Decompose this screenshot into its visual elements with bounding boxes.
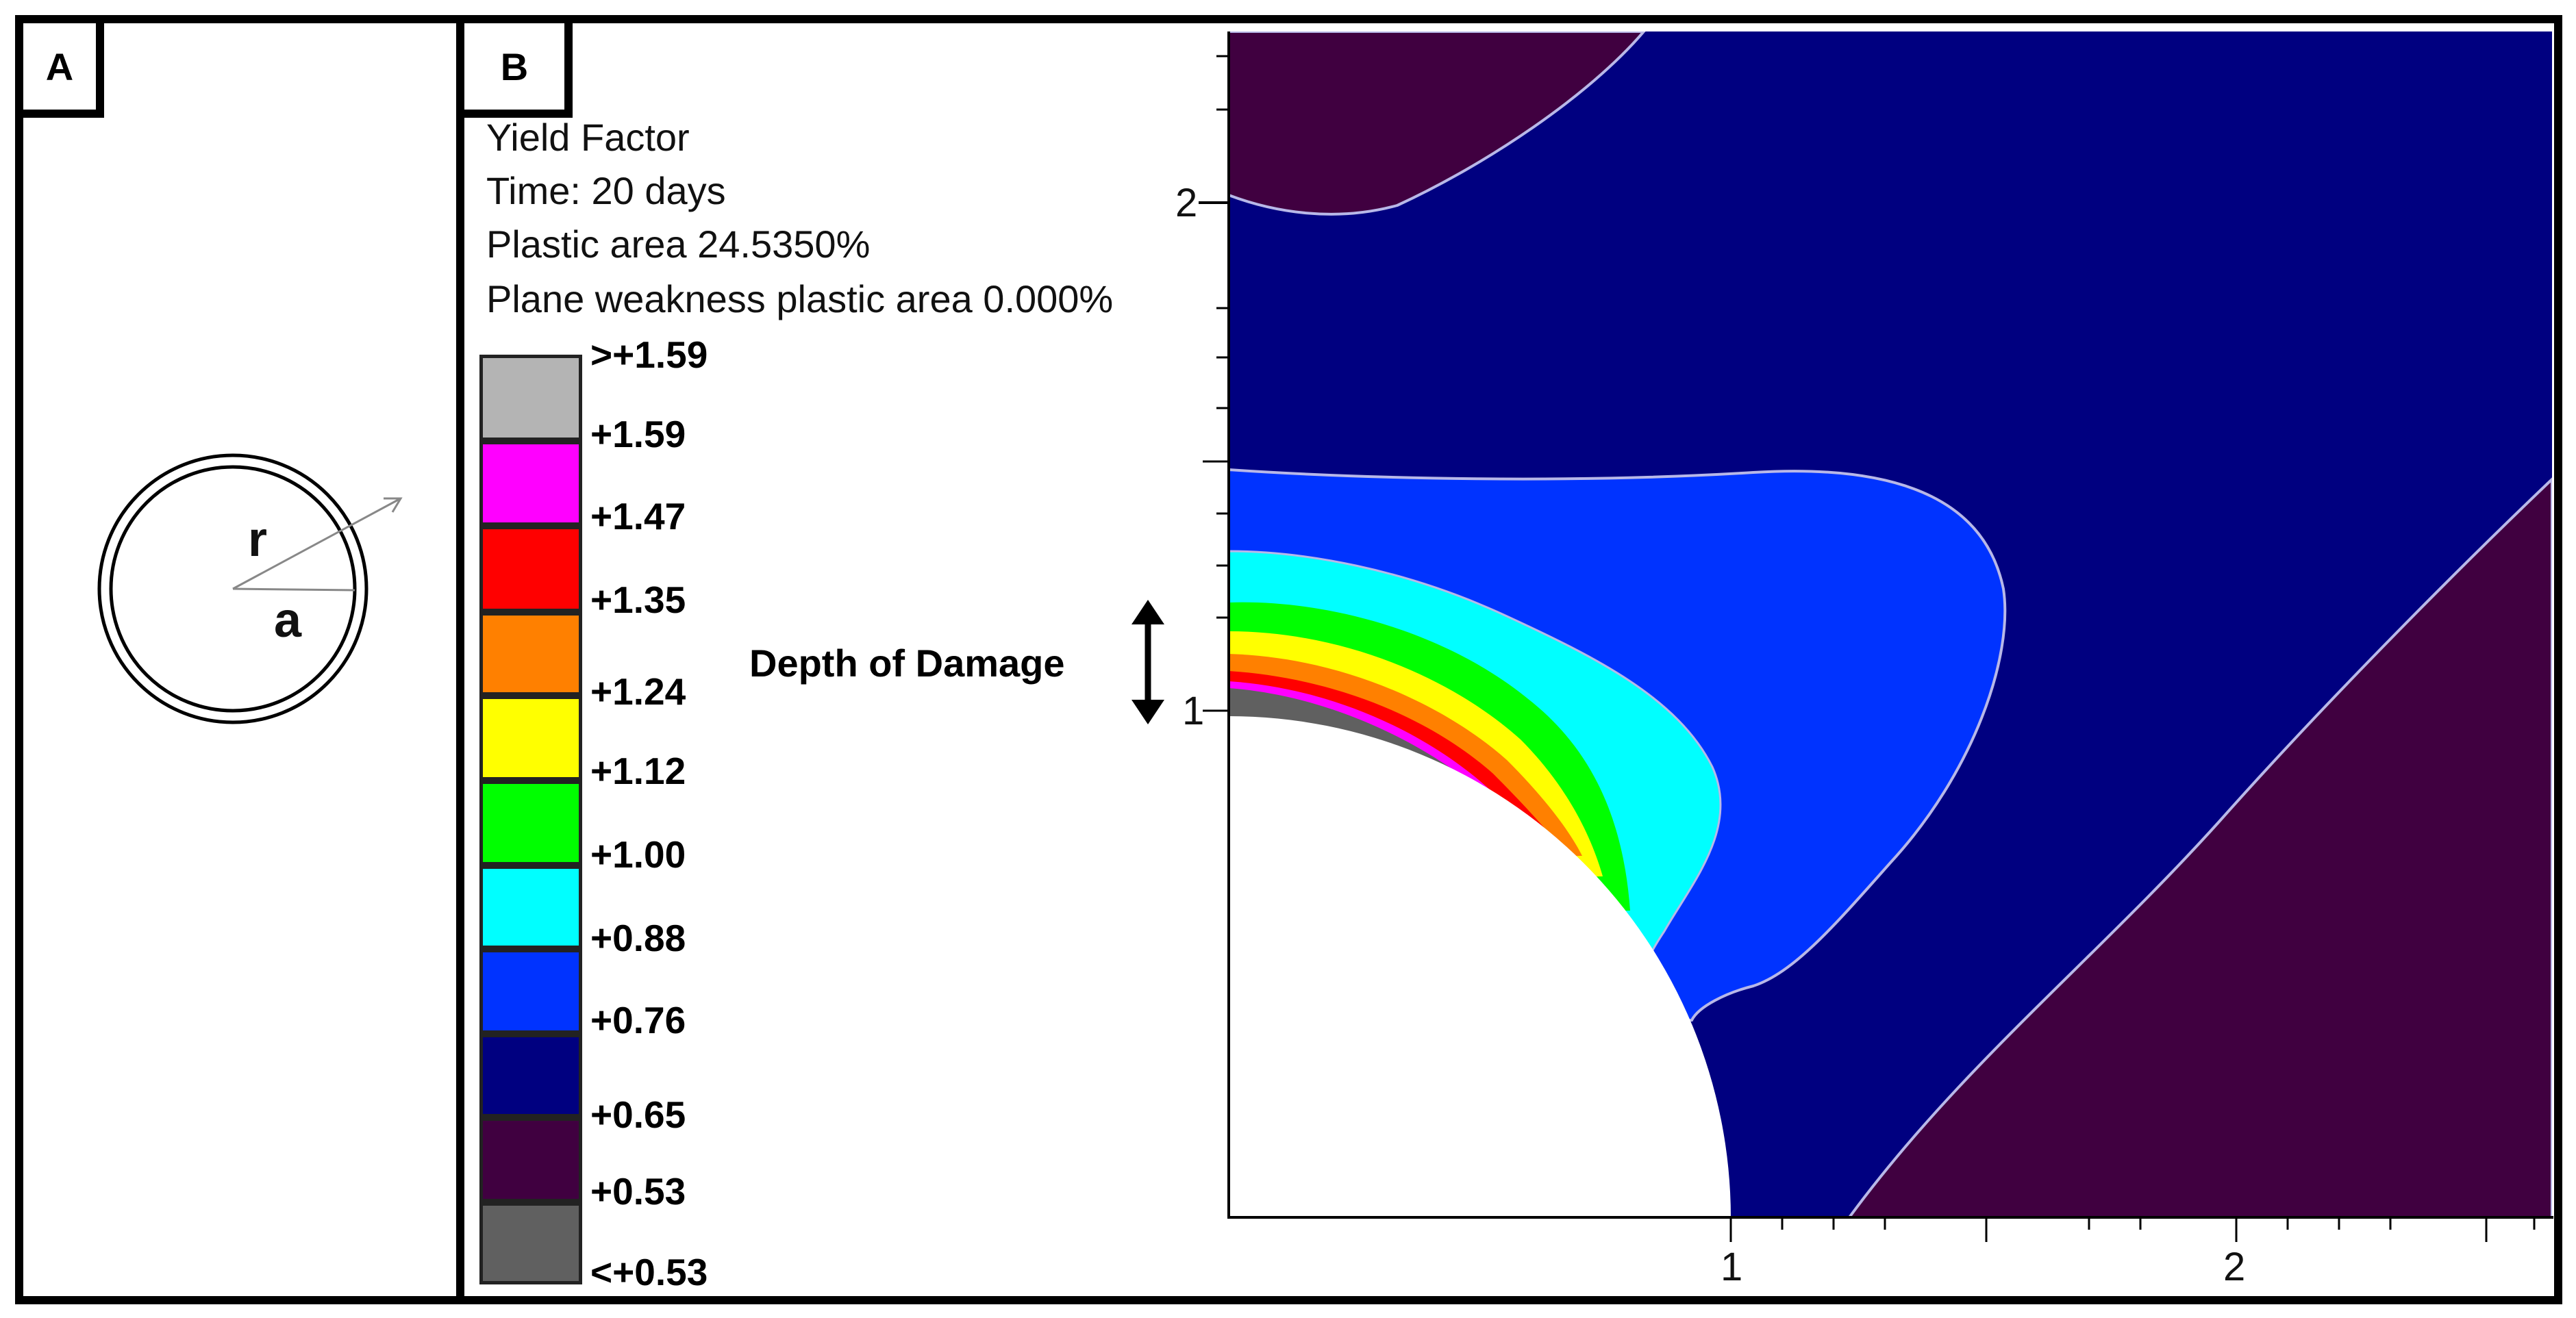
panel-a-label: A xyxy=(15,15,104,118)
info-title: Yield Factor xyxy=(486,116,690,159)
hole xyxy=(1229,716,1731,1217)
legend-swatch-red xyxy=(479,526,582,612)
damage-arrow-head-down xyxy=(1131,700,1164,724)
y-axis-ticks xyxy=(1203,55,1229,712)
legend-label: +0.76 xyxy=(590,999,686,1041)
legend-swatch-magenta xyxy=(479,441,582,526)
x-tick-label-2: 2 xyxy=(2223,1245,2245,1289)
legend-label: +1.12 xyxy=(590,750,686,792)
legend-swatch-green xyxy=(479,781,582,865)
legend-label: >+1.59 xyxy=(590,333,708,376)
legend-swatch-navy xyxy=(479,1034,582,1117)
legend-label: +1.24 xyxy=(590,670,686,713)
depth-of-damage-label: Depth of Damage xyxy=(749,642,1065,685)
zone-purple-bottom xyxy=(1847,477,2552,1217)
legend-swatch-purple xyxy=(479,1117,582,1202)
panel-b-label: B xyxy=(456,15,573,118)
legend-label: +1.47 xyxy=(590,495,686,537)
info-plane-weakness: Plane weakness plastic area 0.000% xyxy=(486,277,1114,320)
x-axis-ticks xyxy=(1729,1217,2536,1242)
info-time: Time: 20 days xyxy=(486,169,726,212)
legend-label: <+0.53 xyxy=(590,1251,708,1293)
y-tick-label-1: 1 xyxy=(1182,689,1204,733)
legend-swatch-orange xyxy=(479,612,582,696)
legend-swatch-cyan xyxy=(479,865,582,949)
legend-label: +1.00 xyxy=(590,833,686,876)
info-plastic-area: Plastic area 24.5350% xyxy=(486,223,871,266)
legend-label: +1.59 xyxy=(590,413,686,455)
zone-purple-top xyxy=(1229,31,1646,216)
legend-swatch-gray-light xyxy=(479,355,582,441)
legend-swatch-gray-dark xyxy=(479,1202,582,1284)
damage-arrow-head-up xyxy=(1131,600,1164,624)
legend-swatch-blue xyxy=(479,949,582,1034)
legend-label: +1.35 xyxy=(590,579,686,621)
y-tick-label-2: 2 xyxy=(1175,181,1197,225)
x-tick-label-1: 1 xyxy=(1721,1245,1742,1289)
legend-swatch-yellow xyxy=(479,696,582,781)
legend-label: +0.53 xyxy=(590,1170,686,1213)
legend-label: +0.88 xyxy=(590,917,686,959)
legend-label: +0.65 xyxy=(590,1093,686,1136)
